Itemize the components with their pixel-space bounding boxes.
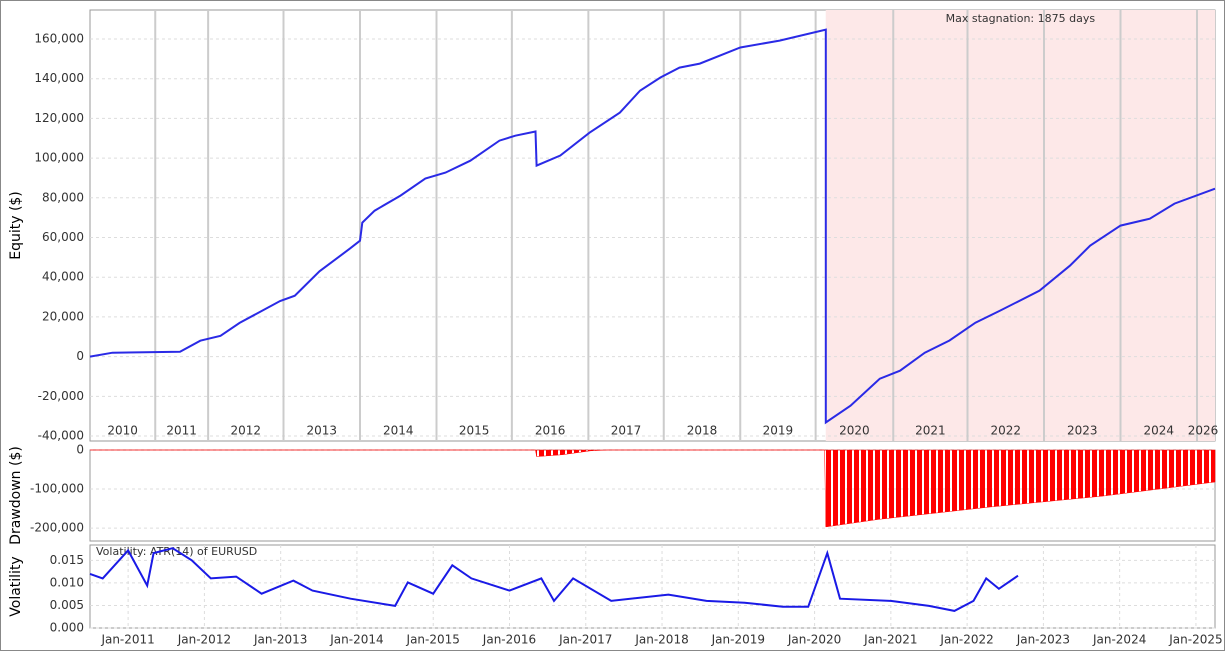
x-tick-label: Jan-2017	[558, 633, 612, 647]
x-tick-label: Jan-2024	[1092, 633, 1146, 647]
year-label: 2024	[1143, 424, 1174, 438]
y-tick-label: 0	[76, 443, 84, 457]
x-tick-label: Jan-2012	[177, 633, 231, 647]
x-tick-label: Jan-2025	[1168, 633, 1222, 647]
y-tick-label: 0.010	[50, 575, 84, 589]
x-tick-label: Jan-2022	[939, 633, 993, 647]
x-tick-label: Jan-2021	[863, 633, 917, 647]
y-tick-label: -100,000	[30, 482, 84, 496]
x-tick-label: Jan-2011	[100, 633, 154, 647]
year-label: 2023	[1067, 424, 1098, 438]
y-tick-label: 0.000	[50, 621, 84, 635]
year-label: 2012	[231, 424, 262, 438]
y-tick-label: 100,000	[34, 151, 84, 165]
y-tick-label: 0	[76, 349, 84, 363]
x-tick-label: Jan-2015	[406, 633, 460, 647]
y-tick-label: -200,000	[30, 521, 84, 535]
y-tick-label: 0.005	[50, 598, 84, 612]
x-tick-label: Jan-2019	[711, 633, 765, 647]
y-tick-label: -40,000	[38, 429, 84, 443]
year-label: 2022	[990, 424, 1021, 438]
x-tick-label: Jan-2014	[329, 633, 383, 647]
year-label: 2010	[107, 424, 138, 438]
year-label: 2021	[915, 424, 946, 438]
year-label: 2020	[839, 424, 870, 438]
x-tick-label: Jan-2023	[1016, 633, 1070, 647]
year-label: 2013	[306, 424, 337, 438]
y-tick-label: 0.015	[50, 553, 84, 567]
year-label: 2017	[611, 424, 642, 438]
annotation: Max stagnation: 1875 days	[946, 12, 1096, 25]
y-axis-label: Drawdown ($)	[8, 446, 24, 545]
year-label: 2011	[166, 424, 197, 438]
x-tick-label: Jan-2016	[482, 633, 536, 647]
y-axis-label: Volatility	[8, 556, 24, 616]
line	[89, 28, 1216, 425]
line	[89, 547, 1019, 612]
area	[90, 449, 1216, 528]
year-label: 2014	[383, 424, 414, 438]
y-tick-label: 20,000	[42, 309, 84, 323]
x-tick-label: Jan-2020	[787, 633, 841, 647]
y-tick-label: 60,000	[42, 230, 84, 244]
y-tick-label: 40,000	[42, 270, 84, 284]
year-label: 2015	[459, 424, 490, 438]
y-tick-label: 80,000	[42, 190, 84, 204]
year-label: 2016	[535, 424, 566, 438]
y-tick-label: 140,000	[34, 71, 84, 85]
y-axis-label: Equity ($)	[8, 191, 24, 260]
x-tick-label: Jan-2018	[634, 633, 688, 647]
plot-area	[89, 544, 1216, 629]
year-label: 2026	[1188, 424, 1219, 438]
y-tick-label: -20,000	[38, 389, 84, 403]
stagnation-region	[825, 10, 1215, 441]
year-label: 2019	[763, 424, 794, 438]
x-tick-label: Jan-2013	[253, 633, 307, 647]
year-label: 2018	[687, 424, 718, 438]
y-tick-label: 120,000	[34, 111, 84, 125]
y-tick-label: 160,000	[34, 31, 84, 45]
